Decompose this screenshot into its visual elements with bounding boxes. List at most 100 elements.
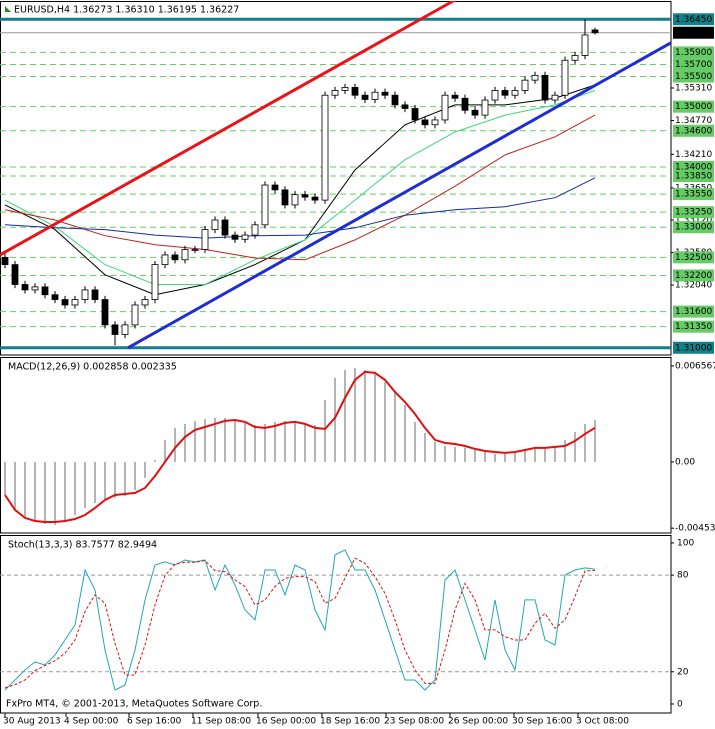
candle-body [561, 59, 569, 96]
y-tick-label: 1.34770 [675, 116, 712, 126]
level-label-box [673, 251, 714, 264]
level-label: 1.34000 [675, 162, 712, 172]
y-tick-label: 100 [677, 538, 694, 548]
candle-body [211, 219, 219, 231]
level-label-box [673, 124, 714, 137]
candle-body [481, 99, 489, 116]
trendline [127, 41, 671, 350]
stoch-plot [0, 549, 671, 691]
level-label-box [673, 305, 714, 318]
level-label-box [673, 320, 714, 333]
level-label: 1.31350 [675, 322, 712, 332]
candle-body [251, 224, 259, 236]
x-tick-label: 26 Sep 00:00 [448, 717, 508, 727]
symbol-icon [5, 6, 11, 12]
stoch-main [4, 549, 596, 691]
x-tick-label: 6 Sep 16:00 [127, 717, 182, 727]
candle-body [291, 194, 299, 206]
price-title: EURUSD,H4 1.36273 1.36310 1.36195 1.3622… [14, 5, 239, 16]
moving-average [4, 177, 596, 239]
candle-body [271, 184, 279, 191]
stoch-signal [4, 557, 596, 689]
candle-body [491, 90, 499, 101]
candle-body [191, 249, 199, 251]
last-price-label-box [673, 26, 714, 39]
candle-body [421, 119, 429, 126]
y-tick-label: 0.00 [675, 457, 695, 467]
candle-body [361, 94, 369, 100]
candle-body [511, 90, 519, 96]
x-tick-label: 11 Sep 08:00 [191, 717, 251, 727]
candle-body [61, 299, 69, 306]
level-label: 1.32200 [675, 271, 712, 281]
candle-body [41, 286, 49, 296]
candle-body [261, 184, 269, 226]
candle-body [401, 104, 409, 109]
level-label-box [673, 46, 714, 59]
axes: 1.353101.347701.342101.336501.331201.325… [3, 13, 715, 727]
candle-body [131, 304, 139, 326]
candle-body [411, 108, 419, 121]
range-label-box [673, 341, 714, 354]
level-label-box [673, 269, 714, 282]
x-tick-label: 23 Sep 08:00 [384, 717, 444, 727]
x-tick-label: 30 Aug 2013 [3, 717, 61, 727]
candle-body [101, 299, 109, 326]
trendline [0, 1, 456, 257]
y-tick-label: 1.32040 [675, 281, 712, 291]
candle-body [51, 294, 59, 300]
candle-body [111, 324, 119, 335]
price-pane [0, 1, 672, 356]
candle-body [221, 219, 229, 236]
candle-body [341, 86, 349, 91]
candle-body [351, 86, 359, 96]
last-price-label: 1.36227 [675, 28, 712, 38]
level-label-box [673, 169, 714, 182]
range-label: 1.36450 [675, 15, 712, 25]
candle-body [321, 94, 329, 201]
candle-body [151, 264, 159, 300]
candle-body [121, 324, 129, 335]
candle-body [431, 119, 439, 126]
level-label: 1.33250 [675, 208, 712, 218]
level-label: 1.35700 [675, 60, 712, 70]
level-label-box [673, 70, 714, 83]
y-tick-label: 80 [677, 571, 689, 581]
candle-body [581, 34, 589, 56]
candle-body [11, 264, 19, 285]
candle-body [201, 229, 209, 250]
level-label: 1.35900 [675, 48, 712, 58]
candle-body [471, 109, 479, 116]
x-tick-label: 4 Sep 00:00 [64, 717, 119, 727]
level-label: 1.33000 [675, 223, 712, 233]
footer: FxPro MT4, © 2001-2013, MetaQuotes Softw… [6, 699, 262, 710]
level-label-box [673, 58, 714, 71]
candle-body [531, 74, 539, 81]
candle-body [391, 94, 399, 106]
range-label-box [673, 13, 714, 26]
candle-body [231, 234, 239, 240]
candle-body [311, 196, 319, 201]
candle-body [91, 289, 99, 300]
candle-body [331, 90, 339, 96]
candle-body [381, 91, 389, 96]
level-label: 1.35500 [675, 72, 712, 82]
y-tick-label: 1.33120 [675, 215, 712, 225]
x-tick-label: 18 Sep 16:00 [320, 717, 380, 727]
level-label-box [673, 160, 714, 173]
level-label-box [673, 221, 714, 234]
macd-signal [4, 370, 596, 523]
y-tick-label: 20 [677, 667, 689, 677]
candle-body [301, 194, 309, 198]
macd-title: MACD(12,26,9) 0.002858 0.002335 [8, 362, 177, 373]
candle-body [171, 254, 179, 261]
candle-body [141, 299, 149, 306]
y-tick-label: -0.00453 [675, 524, 715, 534]
candle-body [591, 29, 599, 34]
candle-body [1, 256, 9, 265]
x-tick-label: 30 Sep 16:00 [512, 717, 572, 727]
candle-body [21, 284, 29, 291]
level-label: 1.33550 [675, 190, 712, 200]
price-plot [0, 1, 671, 350]
